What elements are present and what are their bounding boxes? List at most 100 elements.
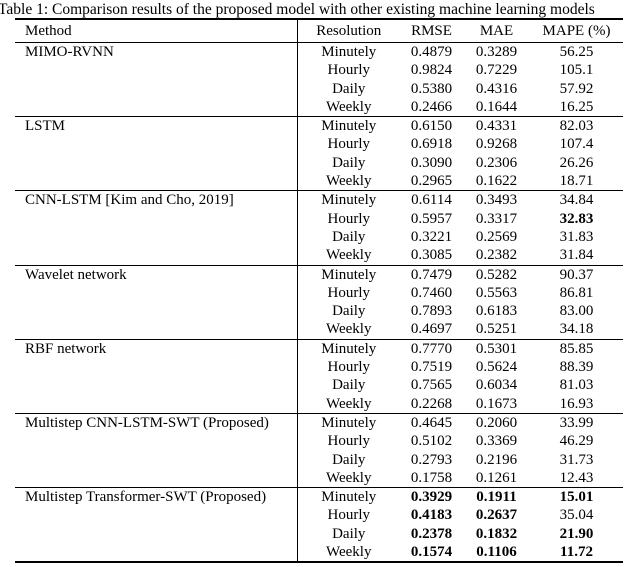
mae-cell: 0.2306 (475, 154, 518, 171)
table-row: Daily 0.7893 0.6183 83.00 (15, 302, 623, 321)
table-row: MIMO-RVNN Minutely 0.4879 0.3289 56.25 (15, 42, 623, 62)
table-row: Hourly 0.4183 0.2637 35.04 (15, 506, 623, 525)
mae-cell: 0.4331 (463, 116, 530, 136)
mae-cell: 0.1911 (463, 487, 530, 507)
rmse-cell: 0.4697 (410, 321, 453, 338)
rmse-cell: 0.7770 (400, 338, 463, 359)
method-cell: LSTM (15, 116, 297, 191)
resolution-cell: Daily (296, 450, 400, 469)
mape-cell: 105.1 (559, 62, 594, 79)
resolution-cell: Hourly (296, 506, 400, 525)
mape-cell: 31.73 (559, 451, 594, 468)
rmse-cell: 0.6114 (400, 190, 463, 210)
method-cell: CNN-LSTM [Kim and Cho, 2019] (15, 190, 297, 266)
table-row: Daily 0.2793 0.2196 31.73 (15, 450, 623, 469)
table-row: Hourly 0.7460 0.5563 86.81 (15, 283, 623, 303)
resolution-cell: Minutely (296, 42, 400, 62)
mae-cell: 0.3369 (475, 433, 518, 450)
mae-cell: 0.4316 (475, 80, 518, 97)
mae-cell: 0.9268 (475, 136, 518, 153)
col-header-rmse: RMSE (411, 22, 452, 39)
mape-cell: 11.72 (560, 544, 593, 561)
table-row: Daily 0.2378 0.1832 21.90 (15, 524, 623, 544)
rmse-cell: 0.7893 (410, 303, 453, 320)
resolution-cell: Weekly (296, 320, 400, 340)
rmse-cell: 0.2378 (410, 525, 453, 542)
mae-cell: 0.3317 (475, 210, 518, 227)
rmse-cell: 0.2793 (410, 451, 453, 468)
table-body: MIMO-RVNN Minutely 0.4879 0.3289 56.25 Hourly… (15, 42, 623, 563)
rmse-cell: 0.5957 (410, 210, 453, 227)
mape-cell: 85.85 (530, 338, 623, 359)
resolution-cell: Daily (296, 227, 400, 247)
mape-cell: 16.25 (559, 98, 594, 115)
mae-cell: 0.5301 (463, 338, 530, 359)
mae-cell: 0.5624 (475, 359, 518, 376)
method-cell: Multistep CNN-LSTM-SWT (Proposed) (15, 412, 297, 488)
resolution-cell: Minutely (296, 264, 400, 284)
mape-cell: 56.25 (559, 44, 594, 60)
rmse-cell: 0.4183 (410, 507, 453, 524)
resolution-cell: Daily (296, 376, 400, 395)
table-row: RBF network Minutely 0.7770 0.5301 85.85 (15, 338, 623, 414)
mape-cell: 12.43 (559, 469, 594, 486)
mape-cell: 15.01 (530, 487, 623, 507)
mape-cell: 26.26 (559, 154, 594, 171)
rmse-cell: 0.6918 (410, 136, 453, 153)
table-row: Wavelet network Minutely 0.7479 0.5282 90.37 (15, 264, 623, 340)
resolution-cell: Daily (296, 79, 400, 98)
mape-cell: 90.37 (530, 264, 623, 284)
mape-cell: 88.39 (559, 359, 594, 376)
table-row: Weekly 0.2268 0.1673 16.93 (15, 394, 623, 414)
mape-cell: 33.99 (530, 412, 623, 433)
table-row: Hourly 0.6918 0.9268 107.4 (15, 135, 623, 154)
rmse-cell: 0.7565 (410, 377, 453, 394)
resolution-cell: Hourly (296, 209, 400, 228)
resolution-cell: Weekly (296, 246, 400, 266)
col-header-mae: MAE (479, 22, 514, 39)
rmse-cell: 0.4879 (410, 44, 453, 60)
mape-cell: 34.84 (530, 190, 623, 210)
table-row: Weekly 0.1574 0.1106 11.72 (15, 543, 623, 563)
method-cell: MIMO-RVNN (25, 44, 114, 60)
mae-cell: 0.6034 (475, 377, 518, 394)
mape-cell: 81.03 (559, 377, 594, 394)
mape-cell: 16.93 (559, 395, 594, 412)
resolution-cell: Weekly (296, 97, 400, 117)
mape-cell: 83.00 (559, 303, 594, 320)
table-row: Multistep CNN-LSTM-SWT (Proposed) Minutel… (15, 412, 623, 488)
rmse-cell: 0.4645 (400, 412, 463, 433)
mae-cell: 0.2382 (475, 247, 518, 264)
mape-cell: 46.29 (559, 433, 594, 450)
table-row: Weekly 0.3085 0.2382 31.84 (15, 246, 623, 266)
resolution-cell: Weekly (296, 394, 400, 414)
table-row: Hourly 0.9824 0.7229 105.1 (15, 61, 623, 80)
table-row: Weekly 0.1758 0.1261 12.43 (15, 468, 623, 488)
table-row: Daily 0.7565 0.6034 81.03 (15, 376, 623, 395)
mae-cell: 0.1832 (475, 525, 518, 542)
table-row: Hourly 0.5102 0.3369 46.29 (15, 432, 623, 451)
col-header-mape: MAPE (%) (542, 22, 611, 39)
mae-cell: 0.1644 (475, 98, 518, 115)
mape-cell: 34.18 (559, 321, 594, 338)
mae-cell: 0.5563 (475, 284, 518, 301)
mae-cell: 0.5282 (463, 264, 530, 284)
resolution-cell: Weekly (296, 468, 400, 488)
table-row: Weekly 0.2466 0.1644 16.25 (15, 97, 623, 117)
rmse-cell: 0.3929 (400, 487, 463, 507)
col-header-method: Method (25, 22, 72, 39)
rmse-cell: 0.6150 (400, 116, 463, 136)
rmse-cell: 0.1758 (410, 469, 453, 486)
mape-cell: 21.90 (559, 525, 594, 542)
method-cell: Multistep Transformer-SWT (Proposed) (15, 487, 297, 563)
resolution-cell: Daily (296, 302, 400, 321)
rmse-cell: 0.9824 (410, 62, 453, 79)
table-row: LSTM Minutely 0.6150 0.4331 82.03 (15, 116, 623, 191)
method-cell: RBF network (15, 338, 297, 414)
rmse-cell: 0.3221 (410, 228, 453, 245)
resolution-cell: Hourly (296, 61, 400, 80)
resolution-cell: Minutely (296, 412, 400, 433)
col-header-resolution: Resolution (296, 19, 400, 43)
table-row: CNN-LSTM [Kim and Cho, 2019] Minutely 0.61… (15, 190, 623, 266)
